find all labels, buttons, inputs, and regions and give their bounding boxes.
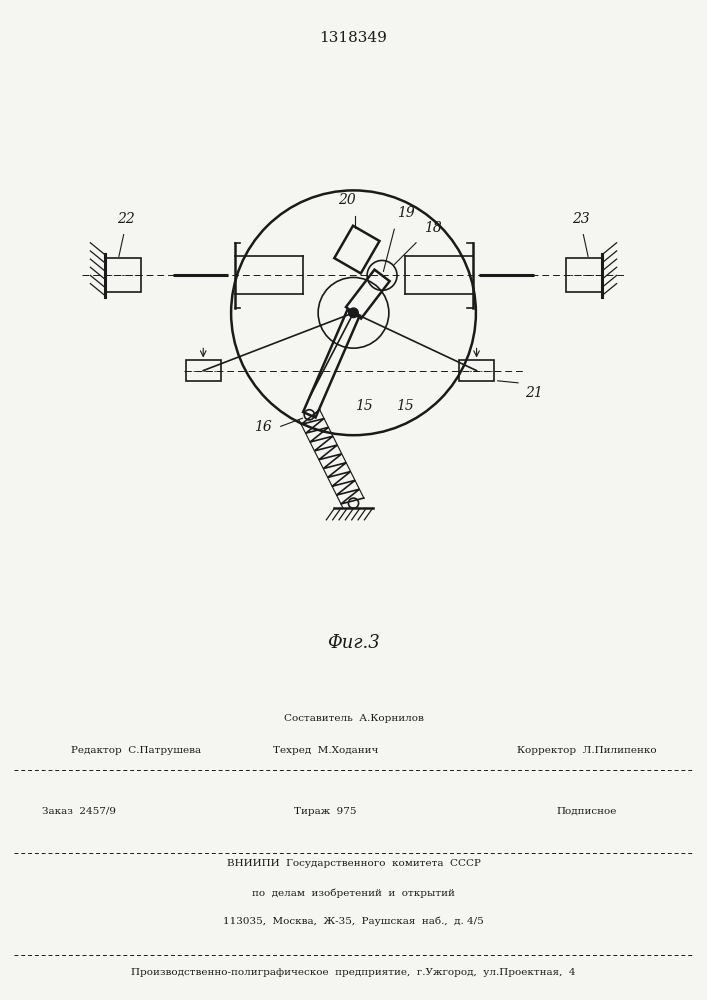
Text: Подписное: Подписное [556,807,617,816]
Text: по  делам  изобретений  и  открытий: по делам изобретений и открытий [252,888,455,898]
Text: 15: 15 [396,399,414,413]
Text: Составитель  А.Корнилов: Составитель А.Корнилов [284,714,423,723]
Text: 20: 20 [338,193,356,207]
Bar [566,258,602,292]
Text: 21: 21 [525,386,542,400]
Text: ВНИИПИ  Государственного  комитета  СССР: ВНИИПИ Государственного комитета СССР [226,859,481,868]
Text: Φиг.3: Φиг.3 [327,634,380,652]
Text: 18: 18 [424,221,442,235]
Text: 16: 16 [254,420,272,434]
Text: 15: 15 [355,399,373,413]
Text: Редактор  С.Патрушева: Редактор С.Патрушева [71,746,201,755]
Text: 19: 19 [397,206,415,220]
Text: 23: 23 [573,212,590,226]
Bar [459,360,494,381]
Text: Заказ  2457/9: Заказ 2457/9 [42,807,117,816]
Text: Техред  М.Ходанич: Техред М.Ходанич [272,746,378,755]
Text: Тираж  975: Тираж 975 [294,807,356,816]
Bar [185,360,221,381]
Text: Корректор  Л.Пилипенко: Корректор Л.Пилипенко [517,746,657,755]
Text: 1318349: 1318349 [320,31,387,45]
Text: 22: 22 [117,212,134,226]
Bar [105,258,141,292]
Text: 113035,  Москва,  Ж-35,  Раушская  наб.,  д. 4/5: 113035, Москва, Ж-35, Раушская наб., д. … [223,917,484,926]
Bar [334,226,380,273]
Circle shape [349,308,358,318]
Text: Производственно-полиграфическое  предприятие,  г.Ужгород,  ул.Проектная,  4: Производственно-полиграфическое предприя… [132,968,575,977]
